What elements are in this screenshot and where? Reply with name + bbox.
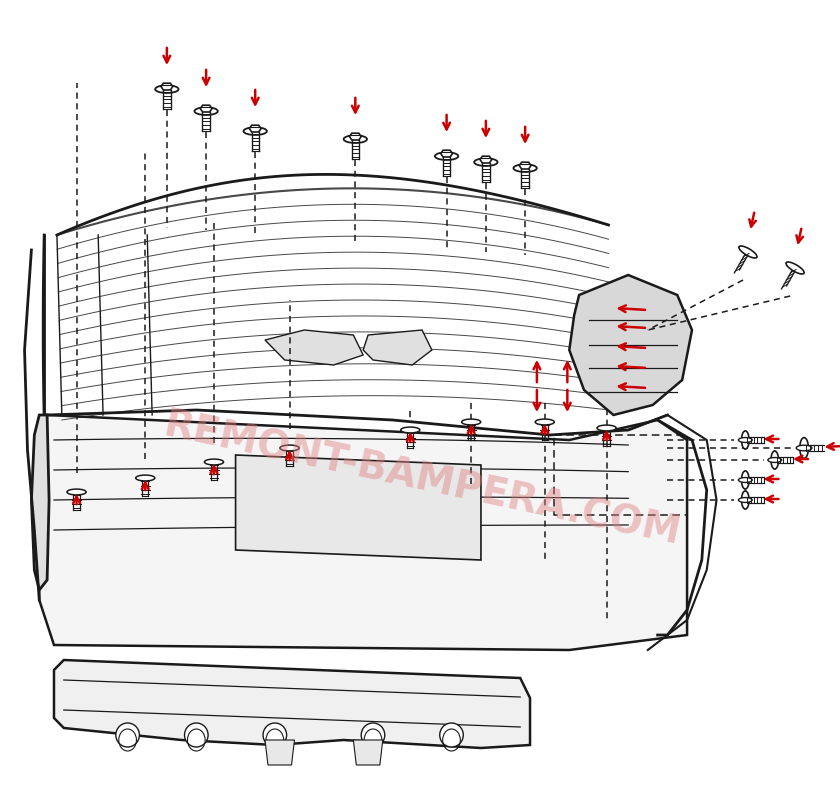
Ellipse shape [738,497,752,502]
Polygon shape [349,133,361,140]
Ellipse shape [67,489,87,495]
Ellipse shape [435,152,459,160]
Circle shape [263,723,286,747]
Text: REMONT-BAMPERA.COM: REMONT-BAMPERA.COM [160,406,684,553]
Ellipse shape [244,128,267,135]
Ellipse shape [155,85,179,93]
Polygon shape [363,330,432,365]
Polygon shape [480,156,491,163]
Ellipse shape [800,438,808,458]
Ellipse shape [742,471,749,489]
Circle shape [361,723,385,747]
Polygon shape [235,455,481,560]
Polygon shape [249,125,261,132]
Ellipse shape [742,491,749,509]
Polygon shape [441,150,453,157]
Ellipse shape [597,425,617,431]
Polygon shape [39,415,687,650]
Ellipse shape [344,135,367,143]
Polygon shape [200,105,212,112]
Polygon shape [161,83,173,90]
Polygon shape [570,275,692,415]
Polygon shape [31,415,49,590]
Polygon shape [354,740,383,765]
Polygon shape [265,330,363,365]
Ellipse shape [194,108,218,115]
Ellipse shape [738,438,752,442]
Ellipse shape [280,445,299,451]
Ellipse shape [513,164,537,172]
Ellipse shape [738,477,752,482]
Circle shape [185,723,208,747]
Ellipse shape [136,475,155,481]
Ellipse shape [204,459,223,465]
Ellipse shape [461,419,480,425]
Ellipse shape [796,446,812,451]
Polygon shape [265,740,295,765]
Polygon shape [54,660,530,748]
Ellipse shape [739,246,757,258]
Ellipse shape [786,262,804,274]
Polygon shape [519,163,531,169]
Ellipse shape [475,159,497,166]
Circle shape [116,723,139,747]
Ellipse shape [771,451,779,469]
Ellipse shape [401,427,420,433]
Ellipse shape [535,419,554,425]
Ellipse shape [742,431,749,449]
Ellipse shape [768,457,781,462]
Circle shape [439,723,464,747]
